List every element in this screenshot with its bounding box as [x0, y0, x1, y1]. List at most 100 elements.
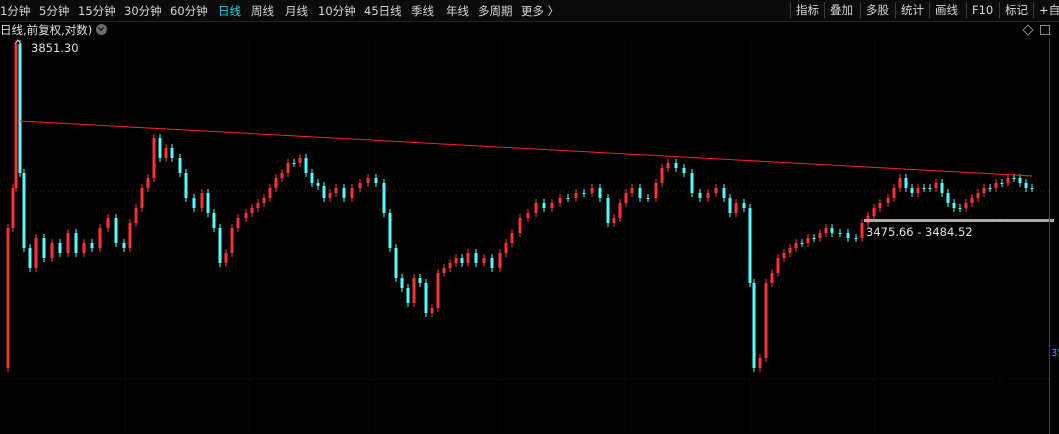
candle — [770, 269, 774, 287]
period-tab-4[interactable]: 60分钟 — [170, 4, 208, 18]
candle — [660, 164, 664, 187]
candle — [224, 249, 228, 267]
candle — [192, 194, 196, 212]
range-bar[interactable] — [864, 219, 1054, 222]
candle — [872, 204, 876, 220]
candle — [66, 229, 70, 257]
candle — [158, 134, 162, 162]
candle — [800, 239, 804, 247]
toolbar-button-3[interactable]: 统计 — [895, 2, 924, 18]
toolbar-button-1[interactable]: 叠加 — [824, 2, 853, 18]
candle — [964, 199, 968, 212]
candle — [218, 224, 222, 267]
period-tab-7[interactable]: 月线 — [285, 4, 308, 18]
candle — [482, 254, 486, 267]
candle — [140, 184, 144, 212]
maximize-icon[interactable] — [1040, 25, 1050, 35]
candle — [42, 234, 46, 262]
candle — [550, 199, 554, 212]
candle — [82, 239, 86, 257]
toolbar-button-2[interactable]: 多股 — [860, 2, 889, 18]
candle — [274, 174, 278, 192]
candle — [122, 239, 126, 252]
candle — [466, 249, 470, 267]
candle — [28, 244, 32, 272]
candle — [394, 244, 398, 282]
candle — [940, 179, 944, 197]
candle — [58, 239, 62, 257]
candle — [618, 199, 622, 222]
period-tab-11[interactable]: 年线 — [446, 4, 469, 18]
candle — [748, 204, 752, 287]
candle — [206, 189, 210, 217]
candle — [146, 174, 150, 192]
candle — [510, 229, 514, 247]
trend-line[interactable] — [19, 120, 1033, 177]
candle — [606, 194, 610, 227]
candle — [854, 234, 858, 242]
candle — [244, 209, 248, 222]
period-tab-13[interactable]: 更多 〉 — [521, 4, 560, 18]
candle — [782, 249, 786, 262]
candles — [6, 40, 1034, 372]
candle — [90, 239, 94, 252]
candle — [490, 254, 494, 272]
candle — [22, 169, 26, 252]
toolbar-button-0[interactable]: 指标 — [790, 2, 819, 18]
candle — [412, 274, 416, 307]
candle — [558, 194, 562, 207]
period-tab-8[interactable]: 10分钟 — [318, 4, 356, 18]
candle — [184, 169, 188, 202]
candle — [666, 159, 670, 172]
period-tab-6[interactable]: 周线 — [251, 4, 274, 18]
candle — [304, 154, 308, 177]
candle — [11, 184, 15, 232]
candlestick-chart[interactable]: 3851.30 3475.66 - 3484.52 35 — [0, 38, 1059, 434]
period-tab-5[interactable]: 日线 — [218, 4, 241, 18]
chevron-down-icon[interactable] — [96, 24, 107, 35]
candle — [982, 184, 986, 197]
candle — [342, 184, 346, 202]
candle — [846, 229, 850, 242]
candle — [988, 184, 992, 192]
period-toolbar: 1分钟 5分钟 15分钟 30分钟 60分钟 日线 周线 月线 10分钟 45日线 季线 年线 多周期更… — [0, 0, 1059, 22]
candle — [6, 224, 10, 372]
candle — [128, 219, 132, 252]
candle — [200, 189, 204, 212]
period-tab-3[interactable]: 30分钟 — [124, 4, 162, 18]
candle — [598, 184, 602, 202]
candle — [806, 234, 810, 247]
candle — [734, 199, 738, 217]
candle — [406, 284, 410, 307]
candle — [574, 189, 578, 202]
right-axis-label: 35 — [1051, 348, 1059, 359]
candle — [878, 199, 882, 212]
high-label: 3851.30 — [31, 41, 79, 55]
period-tab-0[interactable]: 1分钟 — [0, 4, 31, 18]
diamond-icon[interactable] — [1022, 24, 1034, 36]
candle — [114, 214, 118, 247]
right-axis — [1049, 38, 1050, 434]
candle — [1018, 174, 1022, 187]
candle — [970, 194, 974, 207]
toolbar-button-6[interactable]: 标记 — [999, 2, 1028, 18]
candle — [382, 179, 386, 217]
candle — [728, 194, 732, 217]
candle — [860, 219, 864, 242]
toolbar-button-7[interactable]: +自选 — [1033, 2, 1059, 18]
candle — [534, 199, 538, 217]
period-tab-10[interactable]: 季线 — [411, 4, 434, 18]
toolbar-button-4[interactable]: 画线 — [929, 2, 958, 18]
candle — [934, 179, 938, 192]
candle — [714, 184, 718, 197]
candle — [776, 254, 780, 277]
period-tab-9[interactable]: 45日线 — [364, 4, 402, 18]
period-tab-1[interactable]: 5分钟 — [39, 4, 70, 18]
period-tab-12[interactable]: 多周期 — [478, 4, 513, 18]
period-tab-2[interactable]: 15分钟 — [78, 4, 116, 18]
candle — [892, 184, 896, 202]
candle — [698, 189, 702, 202]
candle — [952, 199, 956, 212]
toolbar-button-5[interactable]: F10 — [966, 2, 993, 18]
candle — [286, 159, 290, 177]
